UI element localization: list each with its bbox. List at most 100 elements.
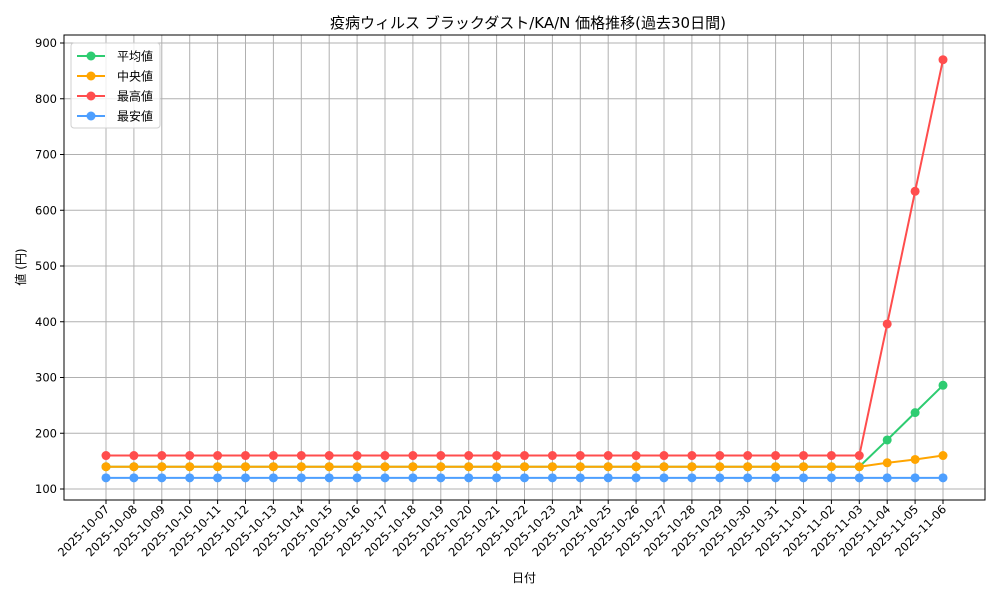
legend-marker-icon: [86, 71, 96, 81]
data-point: [268, 451, 278, 461]
data-point: [464, 473, 474, 483]
y-tick-label: 400: [35, 315, 57, 329]
data-point: [659, 462, 669, 472]
data-point: [213, 473, 223, 483]
data-point: [938, 55, 948, 65]
legend-marker-icon: [86, 111, 96, 121]
data-point: [575, 451, 585, 461]
data-point: [575, 473, 585, 483]
data-point: [715, 473, 725, 483]
data-point: [715, 451, 725, 461]
data-point: [826, 473, 836, 483]
data-point: [492, 451, 502, 461]
data-point: [882, 458, 892, 468]
data-point: [268, 462, 278, 472]
data-point: [129, 473, 139, 483]
y-tick-label: 600: [35, 203, 57, 217]
data-point: [771, 451, 781, 461]
data-point: [129, 462, 139, 472]
data-point: [436, 462, 446, 472]
series-line: [101, 451, 948, 472]
data-point: [743, 462, 753, 472]
data-point: [324, 462, 334, 472]
data-point: [380, 473, 390, 483]
data-point: [826, 451, 836, 461]
legend-box: [70, 42, 161, 129]
data-point: [464, 462, 474, 472]
data-point: [520, 451, 529, 461]
data-point: [882, 319, 892, 329]
data-point: [910, 454, 920, 464]
legend-marker-icon: [86, 91, 96, 101]
legend-label: 中央値: [117, 69, 153, 84]
y-axis-label: 値 (円): [13, 248, 28, 285]
data-point: [743, 451, 753, 461]
x-axis-ticks: 2025-10-072025-10-082025-10-092025-10-10…: [55, 500, 949, 559]
data-point: [715, 462, 725, 472]
y-tick-label: 900: [35, 36, 57, 50]
data-point: [659, 473, 669, 483]
data-point: [799, 462, 808, 472]
legend-item: 平均値: [77, 49, 153, 64]
data-point: [687, 462, 697, 472]
data-point: [938, 451, 948, 461]
legend-marker-icon: [86, 51, 96, 61]
plot-frame: [63, 34, 986, 501]
data-point: [352, 462, 362, 472]
data-point: [185, 462, 195, 472]
legend-item: 中央値: [77, 69, 153, 84]
data-point: [826, 462, 836, 472]
y-tick-label: 700: [35, 148, 57, 162]
data-point: [910, 473, 920, 483]
data-point: [101, 451, 111, 461]
data-point: [408, 462, 418, 472]
data-point: [603, 473, 613, 483]
y-tick-label: 500: [35, 259, 57, 273]
data-point: [631, 473, 641, 483]
data-point: [882, 435, 892, 445]
data-point: [380, 462, 390, 472]
data-point: [743, 473, 753, 483]
data-point: [296, 462, 306, 472]
data-point: [129, 451, 139, 461]
data-point: [603, 462, 613, 472]
data-point: [631, 451, 641, 461]
y-tick-label: 200: [35, 426, 57, 440]
data-point: [436, 451, 446, 461]
data-point: [547, 473, 557, 483]
data-point: [771, 462, 781, 472]
data-point: [101, 473, 111, 483]
data-point: [213, 462, 223, 472]
data-point: [854, 451, 864, 461]
data-point: [938, 380, 948, 390]
y-axis-ticks: 100 200 300 400 500 600 700 800 900: [35, 36, 64, 496]
data-point: [436, 473, 446, 483]
legend-label: 最安値: [117, 109, 153, 124]
grid-lines: [64, 35, 985, 500]
chart-title: 疫病ウィルス ブラックダスト/KA/N 価格推移(過去30日間): [330, 14, 726, 32]
data-point: [520, 462, 529, 472]
data-point: [687, 473, 697, 483]
data-point: [241, 462, 250, 472]
data-point: [324, 451, 334, 461]
legend-label: 最高値: [117, 89, 153, 104]
data-point: [854, 473, 864, 483]
data-point: [352, 473, 362, 483]
data-series: [101, 55, 948, 483]
data-point: [268, 473, 278, 483]
series-line: [101, 473, 948, 483]
data-point: [799, 473, 808, 483]
data-point: [241, 473, 250, 483]
data-point: [547, 462, 557, 472]
data-point: [492, 473, 502, 483]
y-tick-label: 300: [35, 371, 57, 385]
data-point: [241, 451, 250, 461]
x-axis-label: 日付: [512, 571, 536, 585]
data-point: [296, 473, 306, 483]
data-point: [547, 451, 557, 461]
data-point: [910, 408, 920, 418]
data-point: [324, 473, 334, 483]
data-point: [492, 462, 502, 472]
